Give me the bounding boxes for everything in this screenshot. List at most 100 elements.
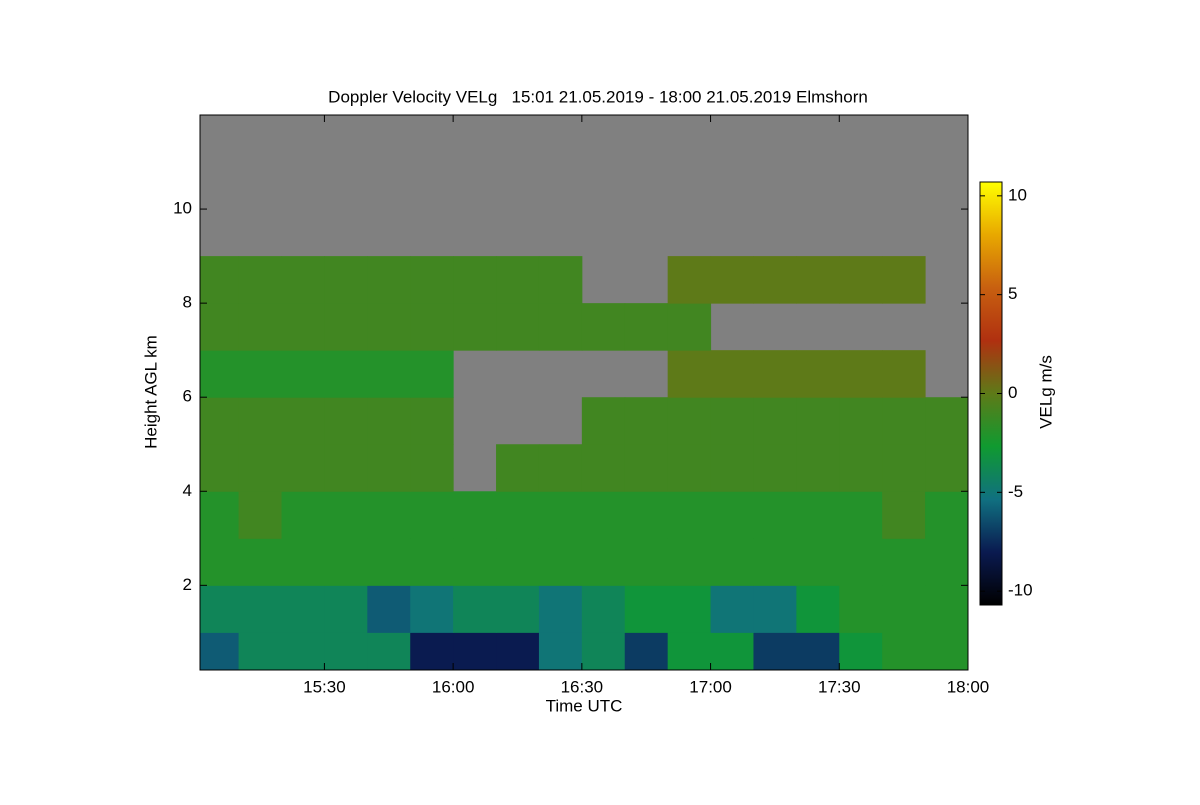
plot-area bbox=[200, 115, 968, 670]
heat-cell bbox=[710, 585, 754, 633]
heat-cell bbox=[324, 303, 368, 351]
heat-cell bbox=[796, 256, 840, 304]
heat-cell bbox=[624, 444, 669, 492]
heat-cell bbox=[839, 350, 883, 398]
heat-cell bbox=[238, 538, 283, 586]
heat-cell bbox=[581, 444, 626, 492]
colorbar-tick-label: 0 bbox=[1008, 383, 1017, 402]
heat-cell bbox=[367, 444, 411, 492]
colorbar-tick-label: -10 bbox=[1008, 581, 1033, 600]
heat-cell bbox=[839, 538, 883, 586]
heat-cell bbox=[496, 538, 540, 586]
heat-cell bbox=[496, 632, 540, 670]
heat-cell bbox=[624, 585, 669, 633]
heat-cell bbox=[324, 256, 368, 304]
heat-cell bbox=[753, 256, 797, 304]
heat-cell bbox=[624, 491, 669, 539]
heat-cell bbox=[410, 444, 454, 492]
heat-cell bbox=[238, 491, 283, 539]
heat-cell bbox=[624, 397, 669, 445]
x-tick-label: 16:00 bbox=[432, 677, 475, 696]
y-tick-label: 6 bbox=[183, 387, 192, 406]
heat-cell bbox=[238, 303, 283, 351]
heat-cell bbox=[581, 632, 626, 670]
heat-cell bbox=[200, 444, 240, 492]
heat-cell bbox=[200, 585, 240, 633]
heat-cell bbox=[367, 350, 411, 398]
heat-cell bbox=[581, 397, 626, 445]
heat-cell bbox=[753, 585, 797, 633]
heat-cell bbox=[710, 538, 754, 586]
y-tick-label: 8 bbox=[183, 293, 192, 312]
y-tick-label: 10 bbox=[173, 199, 192, 218]
heat-cell bbox=[410, 538, 454, 586]
heat-cell bbox=[281, 350, 325, 398]
x-tick-label: 18:00 bbox=[947, 677, 990, 696]
heat-cell bbox=[200, 491, 240, 539]
plot-frame bbox=[199, 114, 969, 671]
heat-cell bbox=[410, 397, 454, 445]
heat-cell bbox=[238, 397, 283, 445]
heat-cell bbox=[453, 303, 497, 351]
heat-cell bbox=[710, 397, 754, 445]
heat-cell bbox=[796, 444, 840, 492]
heat-cell bbox=[324, 538, 368, 586]
heat-cell bbox=[796, 538, 840, 586]
heat-cell bbox=[796, 632, 840, 670]
heat-cell bbox=[281, 397, 325, 445]
heat-cell bbox=[753, 491, 797, 539]
heat-cell bbox=[667, 397, 712, 445]
heat-cell bbox=[925, 397, 968, 445]
heat-cell bbox=[839, 397, 883, 445]
heat-cell bbox=[410, 632, 454, 670]
heat-cell bbox=[667, 585, 712, 633]
heat-cell bbox=[882, 397, 926, 445]
heat-cell bbox=[238, 256, 283, 304]
heat-cell bbox=[324, 491, 368, 539]
heat-cell bbox=[496, 444, 540, 492]
heat-cell bbox=[281, 256, 325, 304]
axes: 15:30 16:00 16:30 17:00 17:30 18:00 2 4 6 8 10 -10 -… bbox=[173, 114, 1033, 696]
heat-cell bbox=[324, 350, 368, 398]
heat-cell bbox=[753, 444, 797, 492]
heat-cell bbox=[882, 632, 926, 670]
chart-title: Doppler Velocity VELg 15:01 21.05.2019 -… bbox=[328, 87, 868, 106]
heat-cell bbox=[667, 538, 712, 586]
heat-cell bbox=[200, 303, 240, 351]
heat-cell bbox=[925, 632, 968, 670]
heat-cell bbox=[667, 491, 712, 539]
heat-cell bbox=[453, 256, 497, 304]
heat-cell bbox=[581, 303, 626, 351]
heat-cell bbox=[367, 585, 411, 633]
heat-cell bbox=[667, 303, 712, 351]
heat-cell bbox=[538, 538, 583, 586]
heat-cell bbox=[538, 256, 583, 304]
heat-cell bbox=[238, 585, 283, 633]
heat-cell bbox=[238, 350, 283, 398]
heat-cell bbox=[925, 538, 968, 586]
heat-cell bbox=[796, 585, 840, 633]
heat-cell bbox=[281, 444, 325, 492]
heat-cell bbox=[367, 632, 411, 670]
heat-cell bbox=[496, 303, 540, 351]
heat-cell bbox=[839, 632, 883, 670]
heat-cell bbox=[925, 585, 968, 633]
heat-cell bbox=[710, 491, 754, 539]
heat-cell bbox=[581, 585, 626, 633]
heat-cell bbox=[281, 538, 325, 586]
heat-cell bbox=[710, 350, 754, 398]
heat-cell bbox=[367, 303, 411, 351]
heat-cell bbox=[882, 256, 926, 304]
heat-cell bbox=[882, 585, 926, 633]
heat-cell bbox=[496, 256, 540, 304]
heat-cell bbox=[710, 256, 754, 304]
heat-cell bbox=[753, 397, 797, 445]
heat-cell bbox=[538, 632, 583, 670]
heat-cell bbox=[796, 491, 840, 539]
x-tick-label: 17:00 bbox=[689, 677, 732, 696]
x-axis-label: Time UTC bbox=[546, 696, 623, 715]
heat-cell bbox=[367, 256, 411, 304]
heat-cell bbox=[281, 303, 325, 351]
colorbar-tick-label: -5 bbox=[1008, 482, 1023, 501]
